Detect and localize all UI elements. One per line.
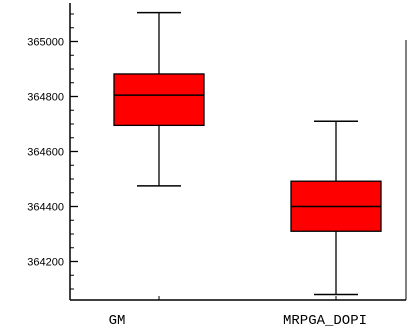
y-tick-label: 364400 [27,202,64,214]
axes [69,3,407,301]
x-tick-label: GM [109,313,126,329]
y-tick-label: 364600 [27,147,64,159]
x-tick-label: MRPGA_DOPI [283,313,367,329]
y-tick-label: 364800 [27,92,64,104]
box-gm [113,73,205,127]
y-tick-label: 365000 [27,37,64,49]
y-tick-label: 364200 [27,257,64,269]
tick-labels: 364200 364400 364600 364800 365000 GM MRPGA_DO… [27,37,367,330]
plot-area [113,11,382,296]
